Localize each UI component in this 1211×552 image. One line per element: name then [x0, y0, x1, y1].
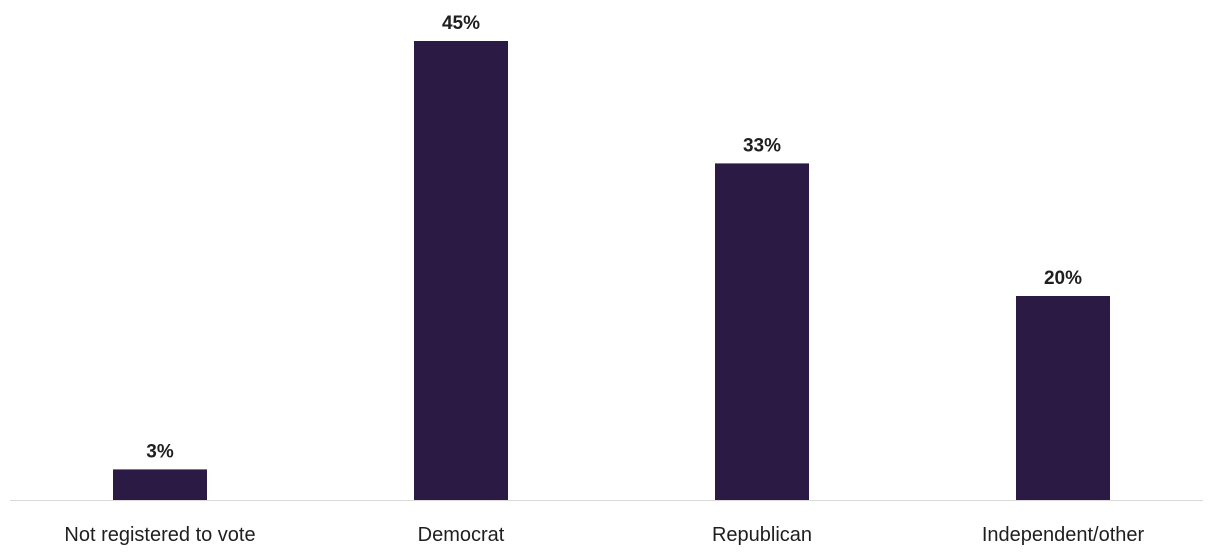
data-label: 20%: [1044, 268, 1082, 289]
category-tick-label: Not registered to vote: [64, 524, 255, 546]
bar-not-registered-to-vote: [113, 469, 207, 500]
data-label: 3%: [146, 441, 174, 462]
category-tick-label: Republican: [712, 524, 812, 546]
bar-independent-other: [1016, 296, 1110, 500]
category-tick-label: Democrat: [418, 524, 505, 546]
bar-republican: [715, 163, 809, 500]
data-label: 45%: [442, 13, 480, 34]
category-tick-label: Independent/other: [982, 524, 1145, 546]
data-label: 33%: [743, 135, 781, 156]
bar-democrat: [414, 41, 508, 500]
